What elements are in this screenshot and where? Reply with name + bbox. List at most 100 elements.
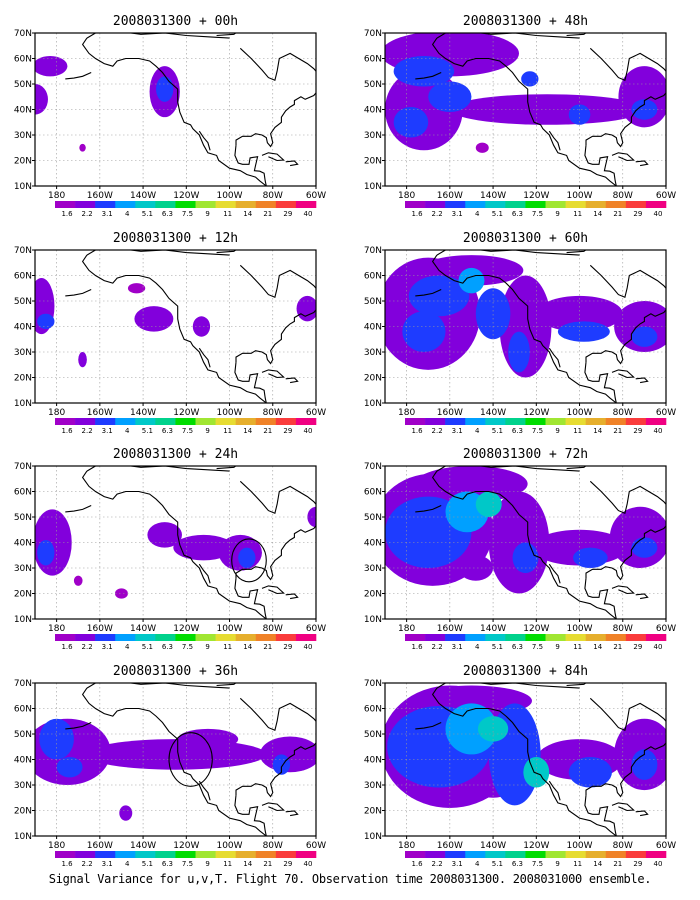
colorbar-swatch xyxy=(645,851,667,858)
colorbar-swatch xyxy=(545,418,566,425)
colorbar-label: 14 xyxy=(243,210,252,218)
colorbar-label: 21 xyxy=(613,210,622,218)
coastlines xyxy=(65,466,316,619)
x-tick-label: 120W xyxy=(523,408,549,418)
x-tick-label: 100W xyxy=(566,408,592,418)
x-tick-label: 60W xyxy=(306,191,326,201)
gridlines xyxy=(35,250,316,403)
coastlines xyxy=(65,250,316,403)
x-tick-label: 180 xyxy=(48,408,65,418)
variance-cell xyxy=(631,749,658,780)
y-tick-label: 60N xyxy=(14,488,32,498)
colorbar-swatch xyxy=(155,851,176,858)
panel-0h: 2008031300 + 00h 10N 20N 30N 40N 50N 60N 70N 180… xyxy=(14,14,326,218)
y-tick-label: 40N xyxy=(364,323,382,333)
y-tick-label: 70N xyxy=(14,29,32,39)
colorbar-swatch xyxy=(565,418,586,425)
colorbar-swatch xyxy=(505,418,526,425)
colorbar-swatch xyxy=(255,201,277,208)
y-tick-label: 60N xyxy=(364,55,382,65)
y-tick-label: 40N xyxy=(14,106,32,116)
panel-36h: 2008031300 + 36h 10N 20N 30N 40N 50N 60N 70N 180… xyxy=(14,664,326,868)
variance-cell xyxy=(37,539,55,566)
colorbar-label: 6.3 xyxy=(512,860,523,868)
colorbar-swatch xyxy=(175,418,196,425)
colorbar-label: 7.5 xyxy=(532,860,543,868)
x-tick-label: 100W xyxy=(216,841,242,851)
colorbar-label: 29 xyxy=(633,210,642,218)
colorbar: 1.6 2.2 3.1 4 5.1 6.3 7.5 9 11 14 21 29 40 xyxy=(405,418,667,435)
x-tick-label: 120W xyxy=(173,624,199,634)
colorbar: 1.6 2.2 3.1 4 5.1 6.3 7.5 9 11 14 21 29 40 xyxy=(55,201,317,218)
x-tick-label: 80W xyxy=(613,841,633,851)
colorbar-swatch xyxy=(255,634,277,641)
colorbar-swatch xyxy=(465,201,486,208)
y-tick-label: 40N xyxy=(364,106,382,116)
colorbar: 1.6 2.2 3.1 4 5.1 6.3 7.5 9 11 14 21 29 40 xyxy=(405,851,667,868)
x-tick-label: 160W xyxy=(87,191,113,201)
gridlines xyxy=(385,466,666,619)
variance-cell xyxy=(445,703,498,755)
y-tick-label: 10N xyxy=(14,615,32,625)
y-tick-label: 60N xyxy=(14,272,32,282)
colorbar-label: 4 xyxy=(125,210,130,218)
coastlines xyxy=(415,466,666,619)
y-tick-label: 30N xyxy=(14,131,32,141)
colorbar-swatch xyxy=(405,851,426,858)
colorbar-swatch xyxy=(405,418,426,425)
variance-cell xyxy=(78,352,87,368)
variance-cell xyxy=(573,547,608,568)
colorbar-label: 5.1 xyxy=(492,210,503,218)
colorbar-label: 7.5 xyxy=(182,860,193,868)
colorbar-label: 4 xyxy=(125,860,130,868)
colorbar-swatch xyxy=(545,634,566,641)
y-tick-label: 60N xyxy=(364,705,382,715)
colorbar-swatch xyxy=(465,418,486,425)
colorbar-swatch xyxy=(195,201,216,208)
y-tick-label: 10N xyxy=(14,832,32,842)
panel-title: 2008031300 + 36h xyxy=(113,664,238,679)
colorbar-label: 21 xyxy=(263,210,272,218)
colorbar-label: 2.2 xyxy=(82,210,93,218)
colorbar-swatch xyxy=(625,634,647,641)
x-tick-label: 160W xyxy=(87,624,113,634)
y-tick-label: 50N xyxy=(364,513,382,523)
x-tick-label: 140W xyxy=(130,841,156,851)
variance-field xyxy=(385,685,666,808)
variance-cell xyxy=(536,295,623,332)
y-tick-label: 50N xyxy=(14,297,32,307)
panel-60h: 2008031300 + 60h 10N 20N 30N 40N 50N 60N 70N 180… xyxy=(364,231,676,435)
variance-cell xyxy=(393,55,455,87)
colorbar-label: 2.2 xyxy=(432,860,443,868)
y-tick-label: 20N xyxy=(14,157,32,167)
variance-field xyxy=(35,506,316,599)
colorbar-label: 29 xyxy=(633,427,642,435)
colorbar-swatch xyxy=(235,418,257,425)
colorbar: 1.6 2.2 3.1 4 5.1 6.3 7.5 9 11 14 21 29 40 xyxy=(55,634,317,651)
colorbar-swatch xyxy=(585,201,607,208)
x-tick-label: 180 xyxy=(398,191,415,201)
colorbar-swatch xyxy=(235,201,257,208)
colorbar-label: 11 xyxy=(573,427,582,435)
panel-title: 2008031300 + 48h xyxy=(463,14,588,29)
colorbar: 1.6 2.2 3.1 4 5.1 6.3 7.5 9 11 14 21 29 40 xyxy=(55,851,317,868)
variance-cell xyxy=(475,288,511,340)
x-tick-label: 60W xyxy=(656,624,676,634)
x-tick-label: 100W xyxy=(566,191,592,201)
colorbar-swatch xyxy=(195,851,216,858)
variance-cell xyxy=(631,326,658,347)
colorbar-label: 21 xyxy=(263,643,272,651)
colorbar-label: 14 xyxy=(593,427,602,435)
colorbar-swatch xyxy=(195,418,216,425)
colorbar-label: 40 xyxy=(304,210,313,218)
variance-cell xyxy=(508,331,530,373)
colorbar-swatch xyxy=(425,418,446,425)
colorbar-swatch xyxy=(295,634,317,641)
x-tick-label: 100W xyxy=(566,841,592,851)
figure-caption: Signal Variance for u,v,T. Flight 70. Ob… xyxy=(48,872,652,886)
coastlines xyxy=(415,683,666,836)
x-tick-label: 180 xyxy=(398,408,415,418)
colorbar-label: 6.3 xyxy=(162,643,173,651)
coastlines xyxy=(65,33,316,186)
y-tick-label: 30N xyxy=(14,781,32,791)
